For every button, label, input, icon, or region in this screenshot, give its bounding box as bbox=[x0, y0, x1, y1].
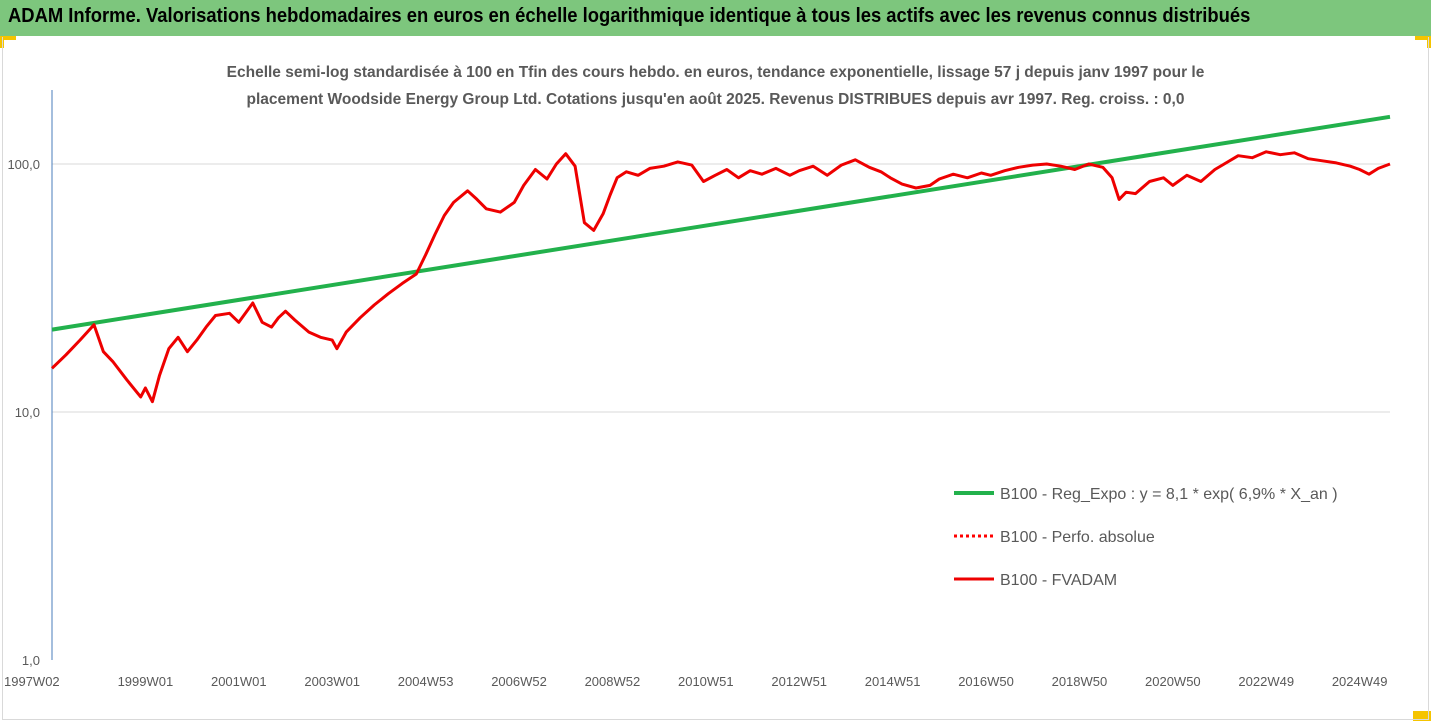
header-bar: ADAM Informe. Valorisations hebdomadaire… bbox=[0, 0, 1431, 36]
series-line-0 bbox=[51, 114, 1391, 332]
chart-title-line-2: placement Woodside Energy Group Ltd. Cot… bbox=[246, 91, 1185, 108]
y-tick-labels: 1,0 10,0 100,0 bbox=[7, 157, 40, 668]
x-tick-label: 2012W51 bbox=[771, 674, 827, 689]
x-tick-label: 1999W01 bbox=[118, 674, 174, 689]
series-line-2 bbox=[50, 150, 1391, 404]
legend: B100 - Reg_Expo : y = 8,1 * exp( 6,9% * … bbox=[954, 486, 1338, 589]
x-tick-label: 2001W01 bbox=[211, 674, 267, 689]
legend-label-0: B100 - Reg_Expo : y = 8,1 * exp( 6,9% * … bbox=[1000, 486, 1338, 503]
x-tick-labels: 1997W02 1999W01 2001W01 2003W01 2004W53 2006W… bbox=[4, 674, 1387, 689]
x-tick-label: 2024W49 bbox=[1332, 674, 1388, 689]
x-tick-label: 2006W52 bbox=[491, 674, 547, 689]
y-tick-label: 10,0 bbox=[15, 405, 40, 420]
x-tick-label: 2010W51 bbox=[678, 674, 734, 689]
x-tick-label: 2004W53 bbox=[398, 674, 454, 689]
y-tick-label: 1,0 bbox=[22, 653, 40, 668]
x-tick-label: 1997W02 bbox=[4, 674, 60, 689]
x-tick-label: 2016W50 bbox=[958, 674, 1014, 689]
y-tick-label: 100,0 bbox=[7, 157, 40, 172]
corner-accent-bottom-right bbox=[1413, 711, 1431, 721]
legend-label-1: B100 - Perfo. absolue bbox=[1000, 529, 1155, 546]
corner-accent-top-right bbox=[1415, 36, 1431, 40]
series-lines bbox=[50, 114, 1391, 404]
x-tick-label: 2018W50 bbox=[1052, 674, 1108, 689]
x-tick-label: 2014W51 bbox=[865, 674, 921, 689]
x-tick-label: 2008W52 bbox=[585, 674, 641, 689]
corner-accent-top-right-vertical bbox=[1427, 36, 1431, 48]
x-tick-label: 2020W50 bbox=[1145, 674, 1201, 689]
chart-frame bbox=[2, 37, 1429, 720]
chart-title-line-1: Echelle semi-log standardisée à 100 en T… bbox=[226, 64, 1205, 81]
x-tick-label: 2003W01 bbox=[304, 674, 360, 689]
grid-lines bbox=[52, 163, 1390, 413]
x-tick-label: 2022W49 bbox=[1238, 674, 1294, 689]
corner-accent-top-left bbox=[0, 36, 16, 40]
legend-label-2: B100 - FVADAM bbox=[1000, 572, 1117, 589]
page-title: ADAM Informe. Valorisations hebdomadaire… bbox=[8, 5, 1251, 27]
